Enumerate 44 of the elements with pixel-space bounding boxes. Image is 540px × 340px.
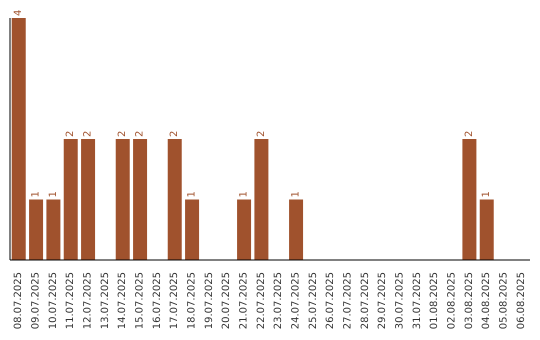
x-tick-label: 02.08.2025 xyxy=(446,272,458,330)
data-label: 1 xyxy=(30,191,42,198)
x-tick-label: 20.07.2025 xyxy=(221,272,232,330)
x-tick-label: 19.07.2025 xyxy=(204,272,215,330)
x-tick-label: 26.07.2025 xyxy=(325,272,336,330)
data-label: 1 xyxy=(290,191,302,198)
data-label: 2 xyxy=(169,130,180,137)
x-tick-label: 24.07.2025 xyxy=(290,272,302,330)
data-label: 1 xyxy=(186,191,198,198)
x-tick-label: 12.07.2025 xyxy=(82,272,94,330)
data-label: 1 xyxy=(481,191,492,198)
x-tick-label: 27.07.2025 xyxy=(342,272,354,330)
data-label: 2 xyxy=(134,130,146,137)
data-label: 1 xyxy=(48,191,59,198)
x-tick-label: 11.07.2025 xyxy=(65,272,76,330)
x-tick-label: 14.07.2025 xyxy=(117,272,128,330)
x-tick-label: 16.07.2025 xyxy=(152,272,163,330)
x-tick-label: 31.07.2025 xyxy=(412,272,423,330)
x-tick-label: 29.07.2025 xyxy=(377,272,388,330)
x-tick-label: 09.07.2025 xyxy=(30,272,42,330)
x-tick-label: 21.07.2025 xyxy=(238,272,250,330)
data-label: 1 xyxy=(238,191,250,198)
x-tick-label: 23.07.2025 xyxy=(273,272,284,330)
x-tick-label: 03.08.2025 xyxy=(464,272,475,330)
x-tick-label: 06.08.2025 xyxy=(516,272,527,330)
data-label: 2 xyxy=(256,130,267,137)
x-tick-label: 17.07.2025 xyxy=(169,272,180,330)
x-tick-label: 25.07.2025 xyxy=(308,272,319,330)
data-label: 2 xyxy=(65,130,76,137)
x-tick-label: 28.07.2025 xyxy=(360,272,371,330)
x-tick-label: 04.08.2025 xyxy=(481,272,492,330)
x-tick-label: 30.07.2025 xyxy=(394,272,406,330)
x-tick-label: 05.08.2025 xyxy=(498,272,510,330)
data-label: 4 xyxy=(13,10,24,16)
data-label: 2 xyxy=(464,130,475,137)
x-tick-label: 08.07.2025 xyxy=(13,272,24,330)
x-tick-label: 10.07.2025 xyxy=(48,272,59,330)
x-tick-label: 18.07.2025 xyxy=(186,272,198,330)
x-tick-label: 22.07.2025 xyxy=(256,272,267,330)
x-tick-label: 13.07.2025 xyxy=(100,272,111,330)
x-tick-label: 01.08.2025 xyxy=(429,272,440,330)
x-tick-label: 15.07.2025 xyxy=(134,272,146,330)
data-label: 2 xyxy=(117,130,128,137)
data-label: 2 xyxy=(82,130,94,137)
